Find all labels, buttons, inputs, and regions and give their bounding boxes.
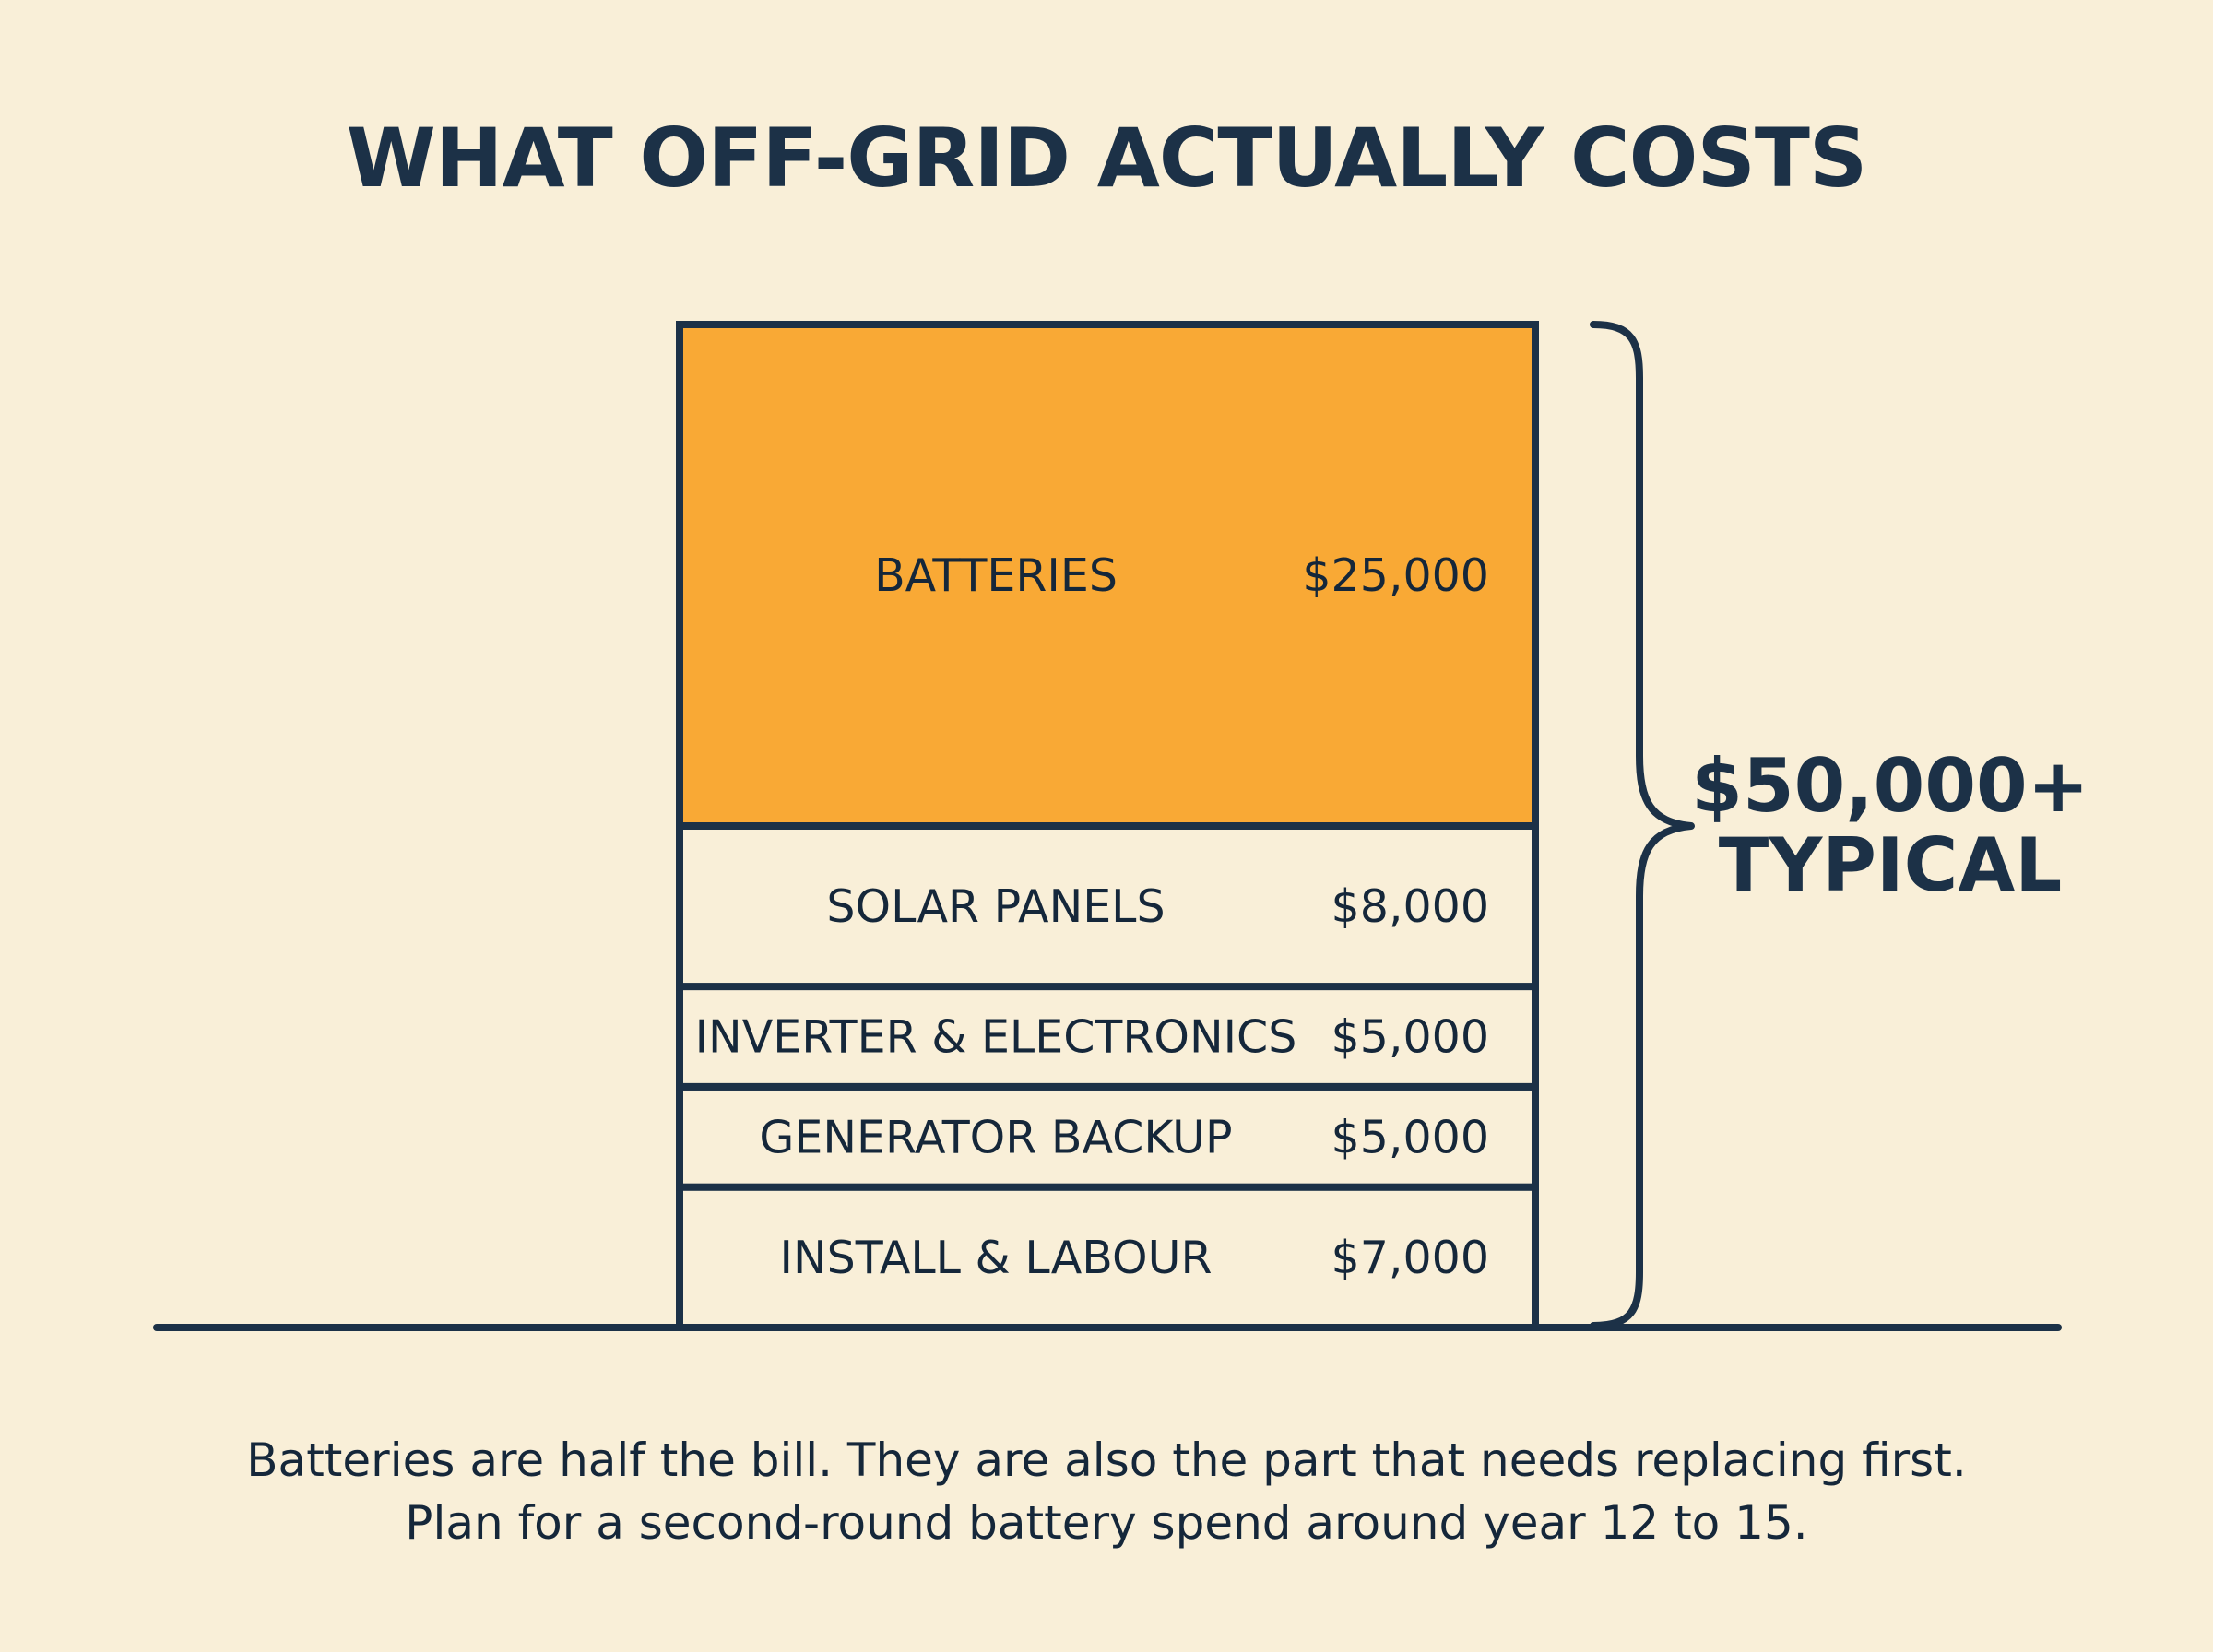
bar-segment-batteries [676,321,1539,830]
segment-label-batteries: BATTERIES [874,549,1118,602]
segment-label-generator-backup: GENERATOR BACKUP [759,1111,1232,1163]
segment-value-inverter-and-electronics: $5,000 [1331,1010,1489,1063]
segment-label-install-and-labour: INSTALL & LABOUR [780,1232,1213,1284]
bar-segment-install-and-labour [676,1183,1539,1332]
total-annotation: $50,000+ TYPICAL [1660,743,2121,909]
segment-value-solar-panels: $8,000 [1331,880,1489,933]
total-qualifier: TYPICAL [1718,822,2063,909]
segment-value-generator-backup: $5,000 [1331,1111,1489,1163]
segment-label-solar-panels: SOLAR PANELS [826,880,1165,933]
caption-line-1: Batteries are half the bill. They are al… [246,1434,1967,1487]
segment-value-install-and-labour: $7,000 [1331,1232,1489,1284]
segment-value-batteries: $25,000 [1302,549,1489,602]
caption-line-2: Plan for a second-round battery spend ar… [405,1496,1808,1550]
caption: Batteries are half the bill. They are al… [0,1429,2213,1554]
bar-segment-inverter-and-electronics [676,983,1539,1091]
chart-title: WHAT OFF-GRID ACTUALLY COSTS [346,111,1867,206]
bar-segments: INSTALL & LABOUR $7,000 GENERATOR BACKUP $5… [676,321,1539,1332]
bar-segment-generator-backup [676,1082,1539,1191]
total-amount: $50,000+ [1691,743,2089,829]
total-brace [1590,321,1695,1329]
segment-label-inverter-and-electronics: INVERTER & ELECTRONICS [695,1010,1297,1063]
